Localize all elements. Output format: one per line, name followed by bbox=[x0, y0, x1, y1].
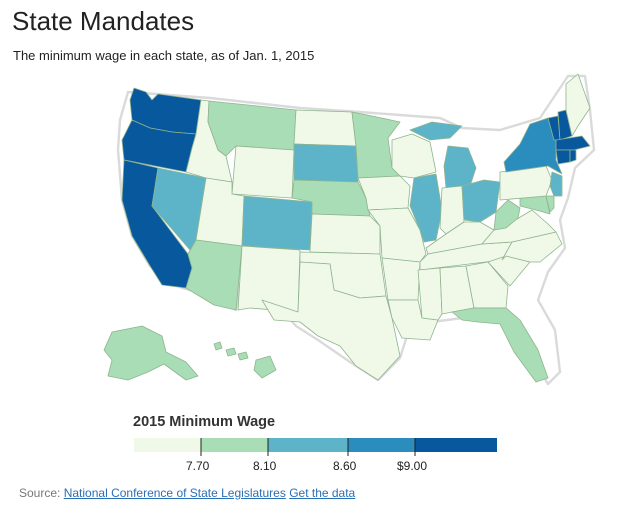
state-nj[interactable] bbox=[549, 171, 563, 197]
state-wv[interactable] bbox=[493, 199, 521, 231]
state-hi-2[interactable] bbox=[225, 347, 237, 357]
state-ma[interactable] bbox=[555, 135, 591, 151]
legend-bin-5 bbox=[415, 438, 497, 452]
state-ks[interactable] bbox=[309, 213, 381, 255]
source-link[interactable]: National Conference of State Legislature… bbox=[63, 486, 286, 500]
state-ms[interactable] bbox=[417, 267, 443, 321]
state-mo[interactable] bbox=[367, 207, 427, 263]
state-de[interactable] bbox=[545, 195, 555, 213]
state-wi[interactable] bbox=[391, 133, 437, 179]
state-ga[interactable] bbox=[465, 261, 509, 309]
state-il[interactable] bbox=[409, 173, 443, 243]
legend-bin-2 bbox=[201, 438, 268, 452]
legend-title: 2015 Minimum Wage bbox=[133, 414, 276, 430]
state-fl[interactable] bbox=[451, 307, 549, 383]
state-me[interactable] bbox=[565, 73, 591, 137]
legend-bin-1 bbox=[134, 438, 201, 452]
get-data-link[interactable]: Get the data bbox=[289, 486, 356, 500]
source-prefix: Source: bbox=[19, 486, 61, 500]
state-la[interactable] bbox=[387, 299, 439, 341]
legend-tick-label-4: $9.00 bbox=[397, 459, 428, 473]
state-ri[interactable] bbox=[569, 149, 577, 163]
state-hi-1[interactable] bbox=[213, 341, 223, 351]
legend-bin-3 bbox=[268, 438, 348, 452]
page-subtitle: The minimum wage in each state, as of Ja… bbox=[13, 48, 315, 63]
state-mi-upper[interactable] bbox=[409, 121, 463, 141]
source-line: Source: National Conference of State Leg… bbox=[19, 486, 355, 500]
state-hi-4[interactable] bbox=[253, 355, 277, 379]
state-ak[interactable] bbox=[103, 325, 199, 381]
legend-tick-label-2: 8.10 bbox=[253, 459, 277, 473]
legend-bin-4 bbox=[348, 438, 415, 452]
legend-tick-label-3: 8.60 bbox=[333, 459, 357, 473]
state-hi-3[interactable] bbox=[237, 351, 249, 361]
page-title: State Mandates bbox=[12, 6, 195, 36]
legend-tick-label-1: 7.70 bbox=[186, 459, 210, 473]
us-map bbox=[103, 73, 596, 386]
state-tx[interactable] bbox=[261, 261, 401, 381]
